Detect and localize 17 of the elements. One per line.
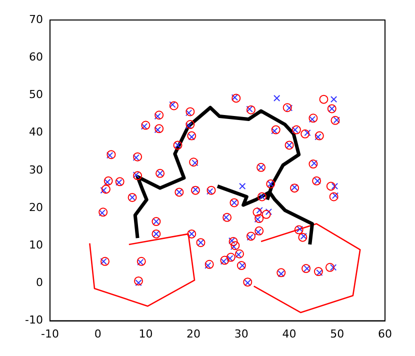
y-tick-label: 70 — [28, 12, 43, 26]
y-tick-label: -10 — [25, 314, 43, 327]
x-tick-label: 40 — [282, 327, 296, 340]
x-tick-label: 10 — [138, 327, 153, 340]
x-tick-label: 30 — [234, 327, 248, 340]
x-tick-label: 50 — [330, 327, 344, 340]
y-tick-label: 0 — [36, 276, 43, 290]
x-tick-label: 60 — [378, 327, 392, 340]
x-tick-label: 20 — [186, 327, 201, 340]
y-tick-label: 50 — [28, 88, 43, 102]
x-tick-label: 0 — [94, 327, 102, 340]
y-tick-label: 30 — [28, 163, 43, 176]
y-tick-label: 60 — [28, 50, 43, 64]
y-tick-label: 10 — [28, 238, 43, 252]
y-tick-label: 20 — [28, 200, 43, 214]
y-tick-label: 40 — [28, 126, 43, 139]
x-tick-label: -10 — [40, 327, 59, 340]
